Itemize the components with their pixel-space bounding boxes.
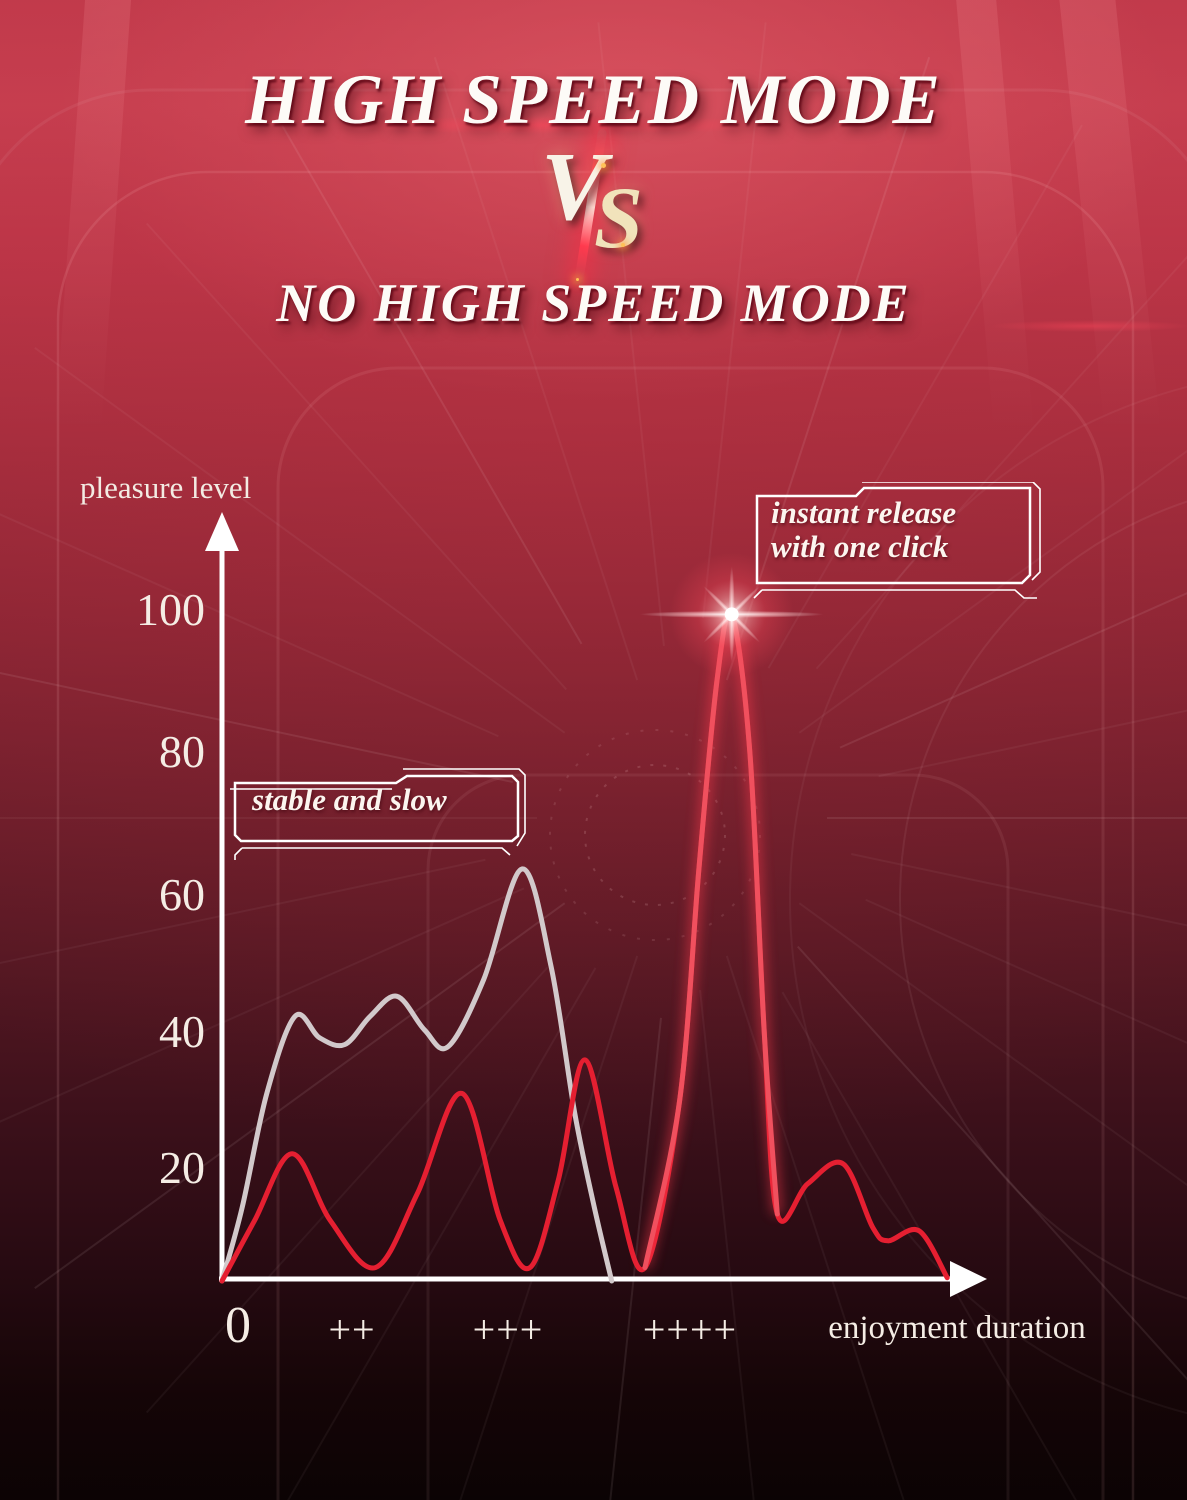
y-axis-arrow-icon [205,512,239,551]
y-tick-label: 20 [159,1142,205,1193]
callout-text: instant release with one click [771,496,956,564]
callout-text: stable and slow [252,782,447,817]
y-axis-title: pleasure level [80,470,252,505]
x-axis-title: enjoyment duration [828,1310,1086,1346]
vs-letter-s: S [594,170,643,267]
no-high-speed-curve [219,866,615,1284]
callout-frame [230,768,526,860]
y-tick-label: 40 [159,1006,205,1057]
x-tick-label: +++ [472,1307,544,1352]
callout-instant-release: instant release with one click [745,482,1055,608]
dashed-arcs [549,729,761,941]
x-axis-arrow-icon [950,1261,987,1297]
speed-rays [0,22,1187,1500]
vs-letter-v: V [541,133,607,241]
callout-stable-and-slow: stable and slow [222,763,532,863]
y-tick-label: 80 [159,726,205,777]
x-tick-label: ++++ [642,1307,738,1352]
axes [205,512,987,1297]
callout-frame [753,482,1041,599]
callout-text-line1: instant release [771,495,957,530]
callout-text-line2: with one click [771,529,949,564]
title-no-high-speed-mode: NO HIGH SPEED MODE [276,273,911,333]
spark-icon [601,163,606,168]
high-speed-curve [219,609,950,1284]
spark-icon [576,278,579,281]
spark-icon [621,243,625,247]
y-tick-label: 60 [159,869,205,920]
x-tick-label: ++ [328,1307,376,1352]
x-tick-label: 0 [225,1297,251,1354]
spike-highlight [642,609,780,1271]
y-tick-label: 100 [136,584,205,635]
title-high-speed-mode: HIGH SPEED MODE [245,61,942,139]
